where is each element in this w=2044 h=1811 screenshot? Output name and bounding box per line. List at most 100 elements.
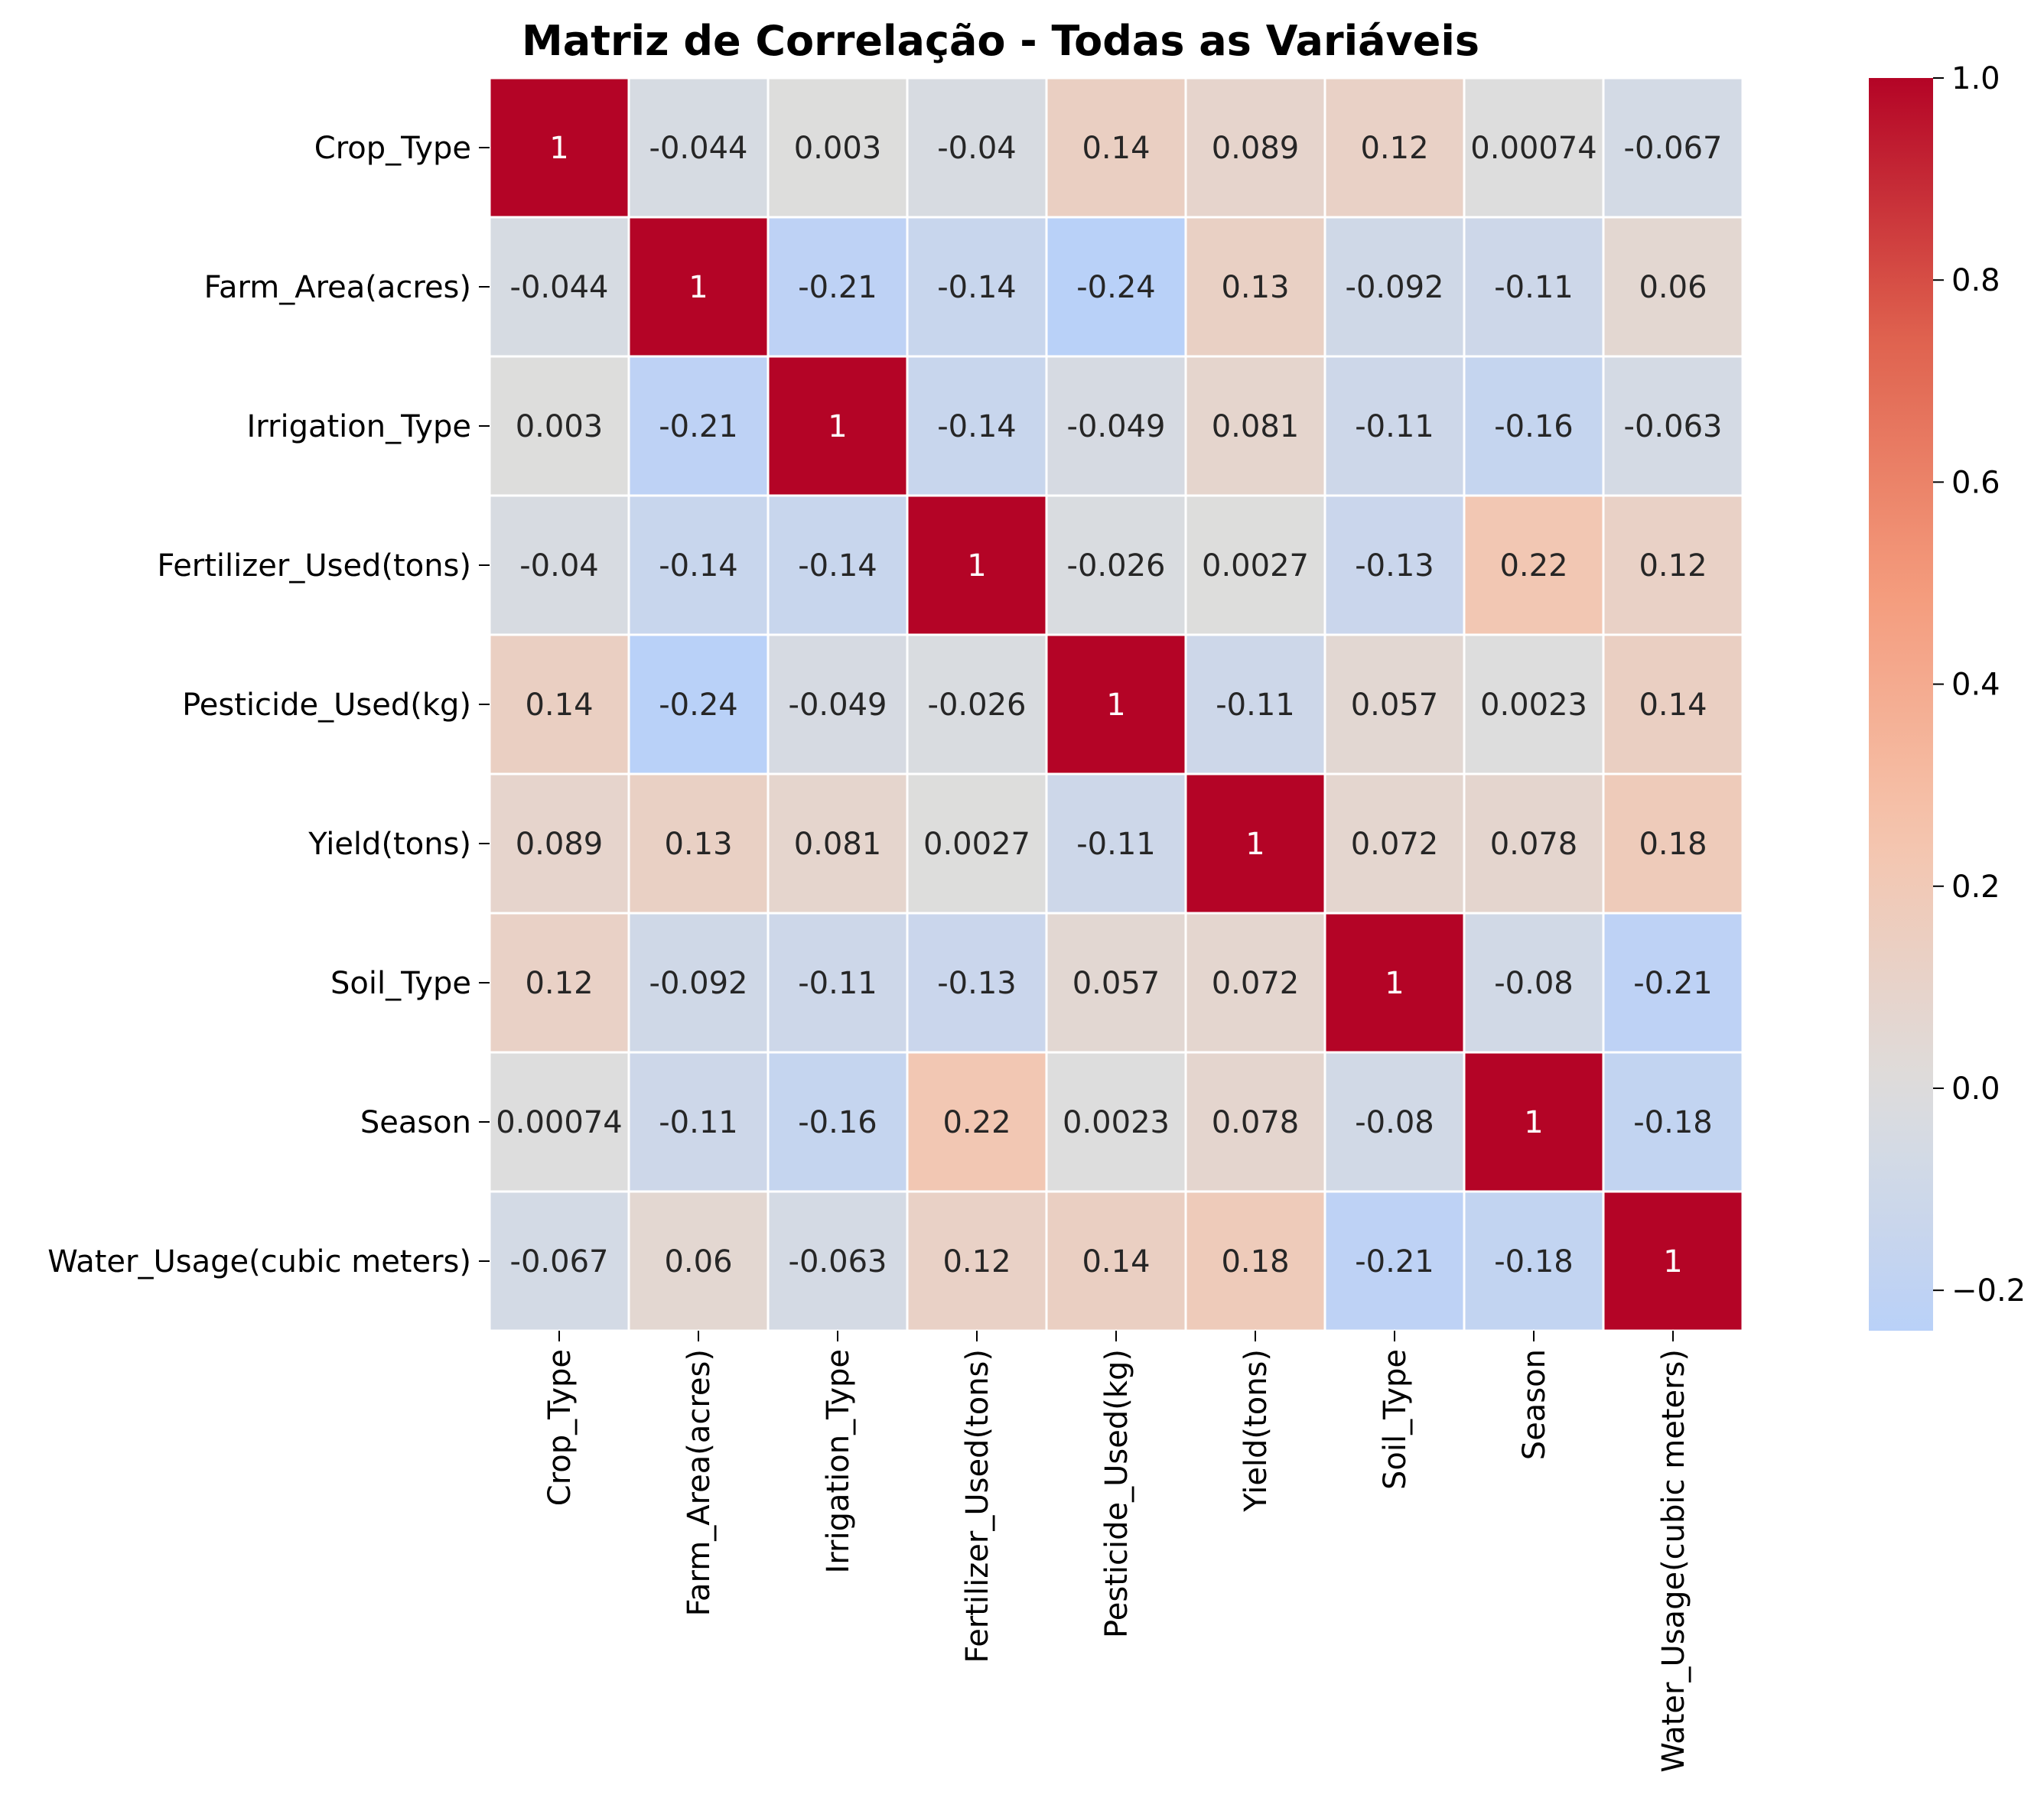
cell-value-label: 0.00074	[1470, 131, 1596, 166]
cell-value-label: 0.089	[1212, 131, 1300, 166]
heatmap-cell	[1602, 772, 1744, 915]
cell-value-label: -0.13	[937, 966, 1017, 1001]
heatmap-cell	[627, 355, 770, 497]
heatmap-cell	[1184, 633, 1326, 775]
column-label-pesticide-used-kg: Pesticide_Used(kg)	[1099, 1349, 1134, 1638]
colorbar-tick-label: −0.2	[1951, 1273, 2026, 1309]
heatmap-cell	[488, 1051, 630, 1193]
cell-value-label: -0.21	[798, 270, 877, 305]
cell-value-label: -0.11	[659, 1105, 738, 1140]
colorbar-tick-label: 0.8	[1951, 263, 2000, 298]
cell-value-label: 0.0023	[1063, 1105, 1170, 1140]
cell-value-label: 0.078	[1212, 1105, 1300, 1140]
heatmap-cell	[906, 772, 1048, 915]
cell-value-label: -0.08	[1355, 1105, 1434, 1140]
cell-value-label: -0.18	[1494, 1244, 1574, 1279]
row-axis: Crop_Type Farm_Area(acres) Irrigation_Type…	[47, 131, 490, 1279]
row-label-water-usage-cubic-meters: Water_Usage(cubic meters)	[47, 1244, 471, 1279]
cell-value-label: -0.092	[649, 966, 748, 1001]
heatmap-cell	[1602, 1190, 1744, 1332]
column-axis: Crop_Type Farm_Area(acres) Irrigation_Type…	[542, 1331, 1691, 1773]
column-label-fertilizer-used-tons: Fertilizer_Used(tons)	[960, 1349, 995, 1663]
colorbar: 1.0 0.8 0.6 0.4 0.2 0.0 −0.2	[1869, 61, 2026, 1331]
cell-value-label: -0.21	[1633, 966, 1713, 1001]
cell-value-label: 1	[688, 270, 708, 305]
cell-value-label: 0.12	[1360, 131, 1428, 166]
heatmap-cell	[488, 494, 630, 636]
heatmap-cell	[1602, 633, 1744, 775]
heatmap-cell	[766, 772, 909, 915]
heatmap-cell	[1184, 772, 1326, 915]
heatmap-cell	[1323, 1051, 1466, 1193]
cell-value-label: -0.049	[1067, 409, 1166, 444]
cell-value-label: -0.16	[1494, 409, 1574, 444]
heatmap-cell	[1323, 355, 1466, 497]
cell-value-label: -0.08	[1494, 966, 1574, 1001]
heatmap-cell	[1184, 76, 1326, 219]
heatmap-cell	[488, 216, 630, 358]
heatmap-cell	[627, 912, 770, 1054]
cell-value-label: 0.081	[794, 827, 882, 862]
heatmap-cell	[766, 1051, 909, 1193]
heatmap-cell	[1602, 216, 1744, 358]
heatmap-cell	[488, 1190, 630, 1332]
heatmap-cell	[488, 633, 630, 775]
cell-value-label: -0.11	[798, 966, 877, 1001]
cell-value-label: 1	[1663, 1244, 1682, 1279]
cell-value-label: 0.06	[664, 1244, 732, 1279]
column-label-season: Season	[1517, 1349, 1552, 1460]
heatmap-cell	[1045, 1051, 1187, 1193]
heatmap-cell	[627, 1190, 770, 1332]
heatmap-cell	[1323, 1190, 1466, 1332]
heatmap-cell	[488, 76, 630, 219]
cell-value-label: 0.00074	[496, 1105, 622, 1140]
cell-value-label: -0.14	[798, 548, 877, 584]
cell-value-label: 0.06	[1639, 270, 1707, 305]
cell-value-label: -0.026	[1067, 548, 1166, 584]
row-label-soil-type: Soil_Type	[330, 966, 471, 1001]
heatmap-cell	[766, 633, 909, 775]
heatmap-cell	[906, 1190, 1048, 1332]
cell-value-label: 1	[1245, 827, 1264, 862]
cell-value-label: 0.14	[1639, 688, 1707, 723]
heatmap-cell	[766, 355, 909, 497]
heatmap-cell	[1323, 633, 1466, 775]
column-label-farm-area-acres: Farm_Area(acres)	[682, 1349, 717, 1616]
row-label-fertilizer-used-tons: Fertilizer_Used(tons)	[157, 548, 471, 584]
heatmap-cells: 1 -0.044 0.003 -0.04 0.14 0.089 0.12 0.00074 -0.…	[488, 76, 1744, 1332]
cell-value-label: -0.092	[1346, 270, 1444, 305]
heatmap-cell	[1045, 772, 1187, 915]
cell-value-label: 0.0023	[1480, 688, 1587, 723]
heatmap-cell	[1323, 216, 1466, 358]
cell-value-label: -0.14	[659, 548, 738, 584]
heatmap-cell	[1184, 1051, 1326, 1193]
cell-value-label: 0.18	[1221, 1244, 1289, 1279]
cell-value-label: -0.14	[937, 409, 1017, 444]
colorbar-tick-label: 0.4	[1951, 668, 2000, 703]
cell-value-label: 0.003	[794, 131, 882, 166]
cell-value-label: 0.13	[1221, 270, 1289, 305]
cell-value-label: 0.18	[1639, 827, 1707, 862]
cell-value-label: 1	[967, 548, 986, 584]
cell-value-label: -0.21	[1355, 1244, 1434, 1279]
heatmap-cell	[1184, 1190, 1326, 1332]
column-label-crop-type: Crop_Type	[542, 1349, 578, 1506]
heatmap-cell	[1045, 912, 1187, 1054]
cell-value-label: -0.21	[659, 409, 738, 444]
heatmap-cell	[1602, 355, 1744, 497]
cell-value-label: 0.072	[1212, 966, 1300, 1001]
column-label-yield-tons: Yield(tons)	[1238, 1349, 1274, 1513]
heatmap-cell	[627, 76, 770, 219]
cell-value-label: 1	[549, 131, 568, 166]
row-label-yield-tons: Yield(tons)	[308, 827, 471, 862]
heatmap-cell	[1602, 494, 1744, 636]
cell-value-label: 0.14	[1082, 1244, 1150, 1279]
heatmap-cell	[627, 494, 770, 636]
cell-value-label: -0.24	[1076, 270, 1156, 305]
cell-value-label: 1	[1385, 966, 1404, 1001]
cell-value-label: 0.057	[1072, 966, 1160, 1001]
cell-value-label: 0.081	[1212, 409, 1300, 444]
cell-value-label: 0.072	[1351, 827, 1439, 862]
column-label-irrigation-type: Irrigation_Type	[821, 1349, 856, 1574]
heatmap-cell	[1323, 912, 1466, 1054]
